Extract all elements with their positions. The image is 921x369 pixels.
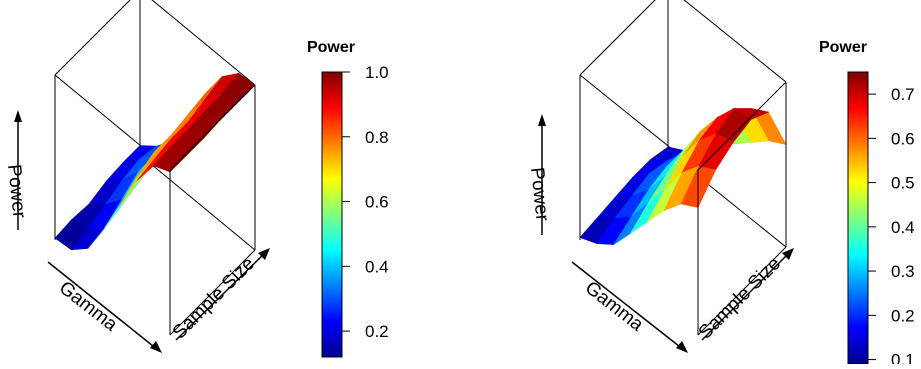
colorbar-tick-label: 0.1	[891, 351, 915, 364]
colorbar: Power 0.1 0.2 0.3 0.4 0.5 0.6 0.7	[819, 39, 915, 369]
box-edge	[139, 154, 256, 251]
y-arrow-head	[258, 248, 270, 260]
panel-1: Power Gamma Sample Size Power 0.20.40.60…	[3, 0, 389, 358]
panel-2: Power Gamma Sample Size Power 0.10.20.30…	[526, 0, 915, 369]
y-axis-arrow	[175, 251, 267, 341]
colorbar-tick-label: 0.2	[365, 322, 389, 341]
x-axis-label: Gamma	[55, 277, 122, 335]
x-axis-label: Gamma	[581, 277, 648, 335]
box-edge	[697, 246, 787, 336]
box-edge	[151, 0, 256, 86]
colorbar-tick-label: 0.6	[891, 129, 915, 148]
z-axis-label: Power	[3, 163, 30, 219]
x-arrow-head	[150, 341, 162, 353]
y-axis-label: Sample Size	[169, 253, 259, 343]
z-arrow-head	[538, 114, 546, 126]
box-edge	[169, 84, 256, 171]
colorbar-tick-label: 0.5	[891, 174, 915, 193]
box-front-edges	[697, 81, 787, 336]
y-axis-label: Sample Size	[695, 253, 785, 343]
box-edge	[169, 249, 256, 336]
x-axis-arrow	[47, 261, 159, 351]
box-edge	[697, 81, 787, 171]
box-edge	[683, 0, 787, 83]
colorbar-gradient	[321, 71, 343, 358]
box-front-edges	[169, 84, 256, 336]
y-arrow-head	[782, 248, 794, 260]
colorbar-title: Power	[819, 39, 867, 56]
x-arrow-head	[676, 341, 688, 353]
colorbar-tick-label: 0.4	[365, 257, 389, 276]
colorbar-gradient	[847, 71, 869, 365]
colorbar-title: Power	[307, 39, 355, 56]
y-axis-arrow	[701, 251, 791, 341]
box-edge	[579, 0, 656, 76]
box-edge	[54, 0, 131, 76]
box-back-edges	[579, 0, 787, 248]
colorbar: Power 0.2 0.4 0.6 0.8 1.0	[307, 39, 389, 358]
colorbar-ticks: 0.1 0.2 0.3 0.4 0.5 0.6 0.7	[868, 85, 915, 369]
colorbar-tick-label: 0.2	[891, 306, 915, 325]
z-axis-label: Power	[526, 166, 553, 222]
colorbar-tick-label: 1.0	[365, 63, 389, 82]
colorbar-tick-label: 0.3	[891, 262, 915, 281]
x-axis-arrow	[571, 261, 685, 351]
surface-facet	[153, 146, 188, 173]
colorbar-tick-label: 0.6	[365, 193, 389, 212]
colorbar-tick-label: 0.7	[891, 85, 915, 104]
surface	[54, 72, 256, 251]
z-arrow-head	[14, 110, 22, 122]
surface	[579, 108, 787, 245]
axis-arrows	[538, 114, 794, 353]
colorbar-tick-label: 0.8	[365, 128, 389, 147]
axis-arrows	[14, 110, 270, 353]
colorbar-tick-label: 0.4	[891, 218, 915, 237]
colorbar-ticks: 0.2 0.4 0.6 0.8 1.0	[342, 63, 389, 341]
